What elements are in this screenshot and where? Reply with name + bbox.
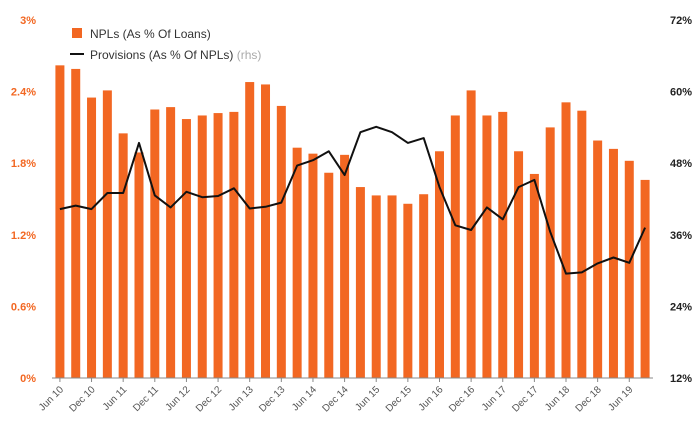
x-tick-label: Jun 19 — [606, 384, 635, 413]
x-tick-label: Dec 10 — [67, 384, 97, 414]
bar-sep-14 — [324, 172, 334, 378]
x-tick-label: Dec 16 — [447, 384, 477, 414]
x-tick-label: Jun 11 — [101, 384, 130, 413]
provisions-line — [59, 125, 647, 275]
right-tick-label: 24% — [670, 301, 692, 313]
x-tick-label: Dec 17 — [510, 384, 540, 414]
bar-dec-12 — [213, 113, 223, 378]
x-tick-label: Jun 17 — [480, 384, 509, 413]
bar-jun-13 — [245, 82, 255, 378]
bar-jun-17 — [498, 111, 508, 379]
left-tick-label: 0% — [20, 373, 36, 385]
bar-dec-13 — [276, 105, 286, 379]
right-tick-label: 36% — [670, 230, 692, 242]
left-tick-label: 0.6% — [11, 301, 36, 313]
right-y-axis: 12% 24% 36% 48% 60% 72% — [670, 15, 692, 385]
legend-label-provisions-main: Provisions (As % Of NPLs) — [90, 48, 233, 62]
x-tick-label: Jun 15 — [353, 384, 382, 413]
left-tick-label: 1.8% — [11, 158, 36, 170]
right-tick-label: 12% — [670, 373, 692, 385]
right-tick-label: 72% — [670, 15, 692, 27]
x-tick-label: Dec 13 — [257, 384, 287, 414]
right-tick-label: 60% — [670, 87, 692, 99]
bar-jun-11 — [118, 133, 128, 378]
bar-sep-16 — [450, 115, 460, 378]
x-tick-label: Jun 14 — [290, 384, 319, 413]
bar-mar-14 — [292, 147, 302, 378]
legend-swatch-npl — [72, 28, 82, 38]
bar-dec-17 — [529, 173, 539, 378]
bar-jun-14 — [308, 153, 318, 378]
bar-mar-11 — [102, 90, 112, 378]
x-tick-label: Dec 15 — [384, 384, 414, 414]
legend-label-provisions-suffix: (rhs) — [233, 48, 261, 62]
x-axis: Jun 10 Dec 10 Jun 11 Dec 11 Jun 12 Dec 12 Jun … — [37, 378, 636, 415]
x-tick-label: Jun 10 — [37, 384, 66, 413]
bar-jun-12 — [181, 119, 191, 379]
bar-mar-16 — [419, 194, 429, 378]
bar-jun-16 — [434, 151, 444, 378]
bar-dec-16 — [466, 90, 476, 378]
bar-mar-19 — [608, 148, 618, 378]
x-tick-label: Jun 13 — [227, 384, 256, 413]
bar-dec-18 — [593, 140, 603, 378]
bar-jun-15 — [371, 195, 381, 378]
bar-sep-17 — [514, 151, 524, 378]
bar-dec-14 — [340, 154, 350, 378]
x-tick-label: Dec 14 — [321, 384, 351, 414]
bar-dec-15 — [403, 203, 413, 378]
bar-sep-11 — [134, 152, 144, 378]
bar-mar-18 — [545, 127, 555, 379]
legend: NPLs (As % Of Loans) Provisions (As % Of… — [70, 27, 261, 62]
bar-jun-19 — [624, 160, 634, 378]
bar-sep-13 — [261, 84, 271, 378]
bar-dec-10 — [87, 97, 97, 379]
x-tick-label: Jun 16 — [417, 384, 446, 413]
x-tick-label: Dec 11 — [131, 384, 161, 414]
bar-mar-17 — [482, 115, 492, 378]
bar-mar-15 — [355, 187, 365, 378]
left-tick-label: 1.2% — [11, 230, 36, 242]
bar-jun-10 — [55, 65, 65, 378]
x-tick-label: Dec 18 — [574, 384, 604, 414]
left-tick-label: 3% — [20, 15, 36, 27]
bar-sep-18 — [577, 110, 587, 379]
x-tick-label: Dec 12 — [194, 384, 224, 414]
legend-label-provisions: Provisions (As % Of NPLs) (rhs) — [90, 48, 261, 62]
bar-sep-12 — [197, 115, 207, 378]
right-tick-label: 48% — [670, 158, 692, 170]
bar-jun-18 — [561, 102, 571, 378]
x-tick-label: Jun 12 — [164, 384, 193, 413]
bar-sep-15 — [387, 195, 397, 378]
bar-sep-19 — [640, 179, 650, 378]
npl-bars — [55, 65, 650, 379]
bar-sep-10 — [71, 68, 81, 378]
bar-mar-12 — [166, 107, 176, 378]
bar-mar-13 — [229, 111, 239, 379]
legend-label-npl: NPLs (As % Of Loans) — [90, 27, 211, 41]
bar-dec-11 — [150, 109, 160, 378]
left-tick-label: 2.4% — [11, 87, 36, 99]
left-y-axis: 0% 0.6% 1.2% 1.8% 2.4% 3% — [11, 15, 36, 385]
x-tick-label: Jun 18 — [543, 384, 572, 413]
